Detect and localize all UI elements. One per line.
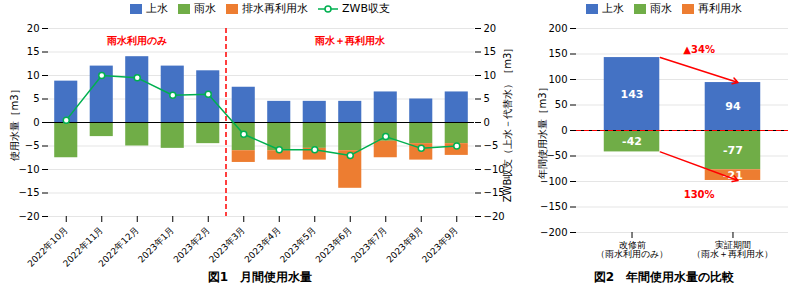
html-text:上水: 上水: [602, 2, 624, 15]
svg-text:−15: −15: [18, 187, 39, 198]
svg-text:使用水量［m3］: 使用水量［m3］: [9, 84, 20, 160]
svg-text:2023年3月: 2023年3月: [207, 225, 247, 265]
svg-text:実証期間（雨水＋再利用水）: 実証期間（雨水＋再利用水）: [692, 240, 773, 259]
svg-text:−5: −5: [484, 140, 499, 151]
svg-text:−20: −20: [18, 211, 39, 222]
svg-text:143: 143: [621, 88, 644, 101]
svg-text:150: 150: [548, 48, 567, 59]
svg-text:100: 100: [548, 74, 567, 85]
svg-text:-42: -42: [622, 135, 642, 148]
svg-text:雨水＋再利用水: 雨水＋再利用水: [314, 35, 386, 46]
svg-text:2022年12月: 2022年12月: [97, 225, 141, 268]
svg-text:−50: −50: [546, 150, 567, 161]
svg-text:2023年6月: 2023年6月: [314, 225, 354, 265]
svg-text:−10: −10: [483, 163, 505, 175]
svg-text:−10: −10: [18, 164, 39, 175]
svg-text:10: 10: [27, 70, 40, 81]
svg-text:15: 15: [27, 46, 40, 57]
svg-text:2023年8月: 2023年8月: [385, 225, 425, 265]
svg-text:−200: −200: [540, 227, 567, 238]
svg-text:−15: −15: [483, 187, 505, 199]
svg-text:年間使用水量［m3］: 年間使用水量［m3］: [537, 82, 548, 178]
html-text:図2 年間使用水量の比較: 図2 年間使用水量の比較: [593, 270, 735, 284]
svg-text:改修前（雨水利用のみ）: 改修前（雨水利用のみ）: [596, 240, 668, 259]
html-text:雨水: 雨水: [650, 2, 672, 15]
svg-text:5: 5: [33, 93, 39, 104]
svg-text:50: 50: [555, 99, 568, 110]
svg-text:2023年2月: 2023年2月: [172, 225, 212, 265]
svg-text:2023年1月: 2023年1月: [136, 225, 176, 265]
svg-text:20: 20: [484, 23, 497, 34]
svg-text:200: 200: [548, 23, 567, 34]
svg-text:130%: 130%: [684, 189, 715, 200]
svg-text:0: 0: [33, 117, 39, 128]
html-text:排水再利用水: 排水再利用水: [242, 2, 308, 15]
html-text:ZWB収支: ZWB収支: [342, 2, 390, 15]
html-text:上水: 上水: [146, 2, 168, 15]
svg-text:-77: -77: [723, 144, 743, 157]
svg-text:20: 20: [27, 23, 40, 34]
svg-text:0: 0: [561, 125, 567, 136]
svg-text:ZWB収支（上水－代替水）［m3］: ZWB収支（上水－代替水）［m3］: [502, 43, 513, 203]
svg-text:0: 0: [484, 117, 490, 128]
svg-text:94: 94: [725, 100, 741, 113]
svg-text:2023年4月: 2023年4月: [243, 225, 283, 265]
svg-text:−20: −20: [484, 211, 505, 222]
svg-text:2023年7月: 2023年7月: [349, 225, 389, 265]
html-text:雨水: 雨水: [194, 2, 216, 15]
svg-text:−100: −100: [540, 175, 568, 187]
svg-text:5: 5: [484, 93, 490, 104]
html-text:再利用水: 再利用水: [698, 2, 742, 15]
svg-text:▲34%: ▲34%: [683, 44, 715, 55]
svg-text:−5: −5: [25, 140, 40, 151]
svg-text:15: 15: [484, 46, 497, 57]
html-text:図1 月間使用水量: 図1 月間使用水量: [207, 270, 313, 284]
svg-text:2023年9月: 2023年9月: [420, 225, 460, 265]
svg-text:雨水利用のみ: 雨水利用のみ: [106, 35, 167, 46]
svg-text:2023年5月: 2023年5月: [278, 225, 318, 265]
svg-text:10: 10: [484, 70, 497, 81]
svg-text:−150: −150: [540, 201, 567, 212]
svg-text:-21: -21: [723, 169, 743, 182]
